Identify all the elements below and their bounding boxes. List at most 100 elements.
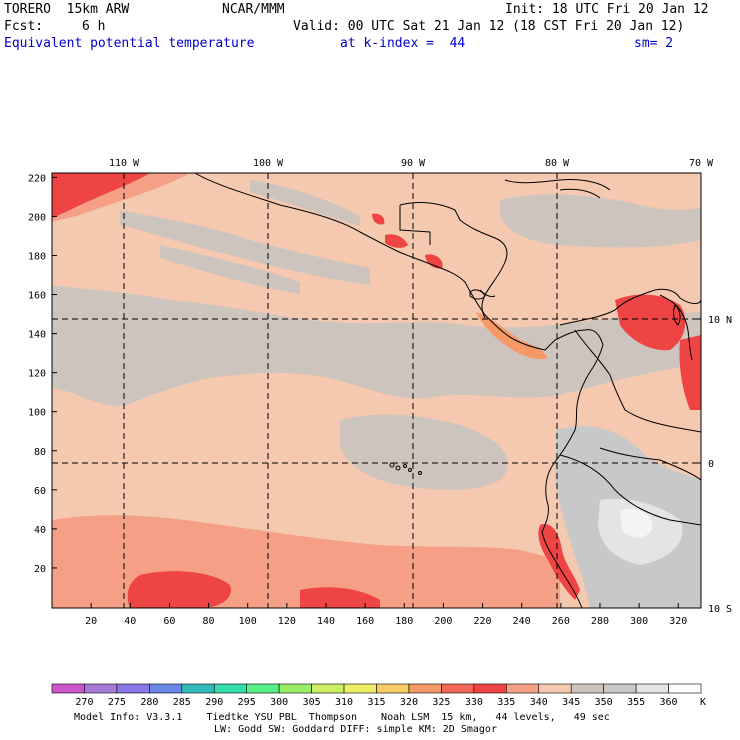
colorbar-swatch <box>116 683 150 694</box>
colorbar-swatch <box>84 683 118 694</box>
border-colombia <box>574 329 701 433</box>
colorbar-label: 290 <box>205 697 223 708</box>
right-latitude-labels: 10 N 0 10 S <box>696 315 732 615</box>
longitude-label: 100 W <box>253 158 284 169</box>
x-tick-label: 200 <box>434 616 452 627</box>
border-venezuela <box>659 294 693 361</box>
lake-maracaibo <box>673 304 681 326</box>
colorbar-label: 295 <box>238 697 256 708</box>
red-patch-mexico <box>385 234 408 248</box>
theta-e-field <box>52 173 701 608</box>
center-name: NCAR/MMM <box>222 2 285 17</box>
white-patch <box>620 508 653 538</box>
y-tick-label: 180 <box>28 251 46 262</box>
x-tick-label: 160 <box>356 616 374 627</box>
colorbar-label: 340 <box>530 697 548 708</box>
longitude-label: 70 W <box>689 158 714 169</box>
x-tick-label: 140 <box>317 616 335 627</box>
y-tick-label: 100 <box>28 408 46 419</box>
colorbar-swatch <box>51 683 85 694</box>
x-axis-ticks: 20 40 60 80 100 120 140 160 180 200 220 240 260 280 30… <box>85 603 687 627</box>
colorbar-label: 285 <box>173 697 191 708</box>
plot-frame <box>51 172 702 609</box>
colorbar-label: 300 <box>270 697 288 708</box>
colorbar: 270 275 280 285 290 295 300 305 310 315 320 325 330 3… <box>51 683 706 708</box>
red-patch-venezuela <box>679 335 701 410</box>
x-tick-label: 220 <box>474 616 492 627</box>
colorbar-swatch <box>278 683 312 694</box>
colorbar-swatch <box>181 683 215 694</box>
longitude-label: 110 W <box>109 158 140 169</box>
y-tick-label: 20 <box>34 564 46 575</box>
x-tick-label: 120 <box>278 616 296 627</box>
colorbar-swatch <box>441 683 475 694</box>
border-peru-north <box>599 447 701 481</box>
longitude-label: 80 W <box>545 158 570 169</box>
gray-streak <box>120 210 370 285</box>
init-time: Init: 18 UTC Fri 20 Jan 12 <box>505 2 709 17</box>
colombia-caribbean-coast <box>559 288 701 326</box>
colorbar-swatch <box>149 683 183 694</box>
colorbar-swatch <box>538 683 572 694</box>
colorbar-label: 325 <box>432 697 450 708</box>
valid-time: Valid: 00 UTC Sat 21 Jan 12 (18 CST Fri … <box>293 19 685 34</box>
x-tick-label: 100 <box>239 616 257 627</box>
lake-nicaragua <box>469 289 486 300</box>
colorbar-swatch <box>603 683 637 694</box>
colorbar-label: 345 <box>562 697 580 708</box>
y-tick-label: 220 <box>28 173 46 184</box>
x-tick-label: 80 <box>203 616 215 627</box>
y-tick-label: 120 <box>28 369 46 380</box>
cuba-coast <box>504 179 611 191</box>
y-axis-ticks: 20 40 60 80 100 120 140 160 180 200 220 <box>28 173 57 575</box>
colorbar-label: 305 <box>303 697 321 708</box>
red-patch-colombia <box>615 294 686 351</box>
x-tick-label: 260 <box>552 616 570 627</box>
y-tick-label: 60 <box>34 486 46 497</box>
jamaica-coast <box>559 188 601 199</box>
colorbar-swatch <box>408 683 442 694</box>
gray-streak <box>160 245 300 294</box>
colorbar-swatch <box>311 683 345 694</box>
colorbar-swatch <box>246 683 280 694</box>
field-name: Equivalent potential temperature <box>4 36 255 51</box>
colorbar-label: 310 <box>335 697 353 708</box>
colorbar-label: 360 <box>660 697 678 708</box>
forecast-hour: 6 h <box>82 19 106 34</box>
colorbar-label: 280 <box>140 697 158 708</box>
x-tick-label: 180 <box>395 616 413 627</box>
red-patch-mexico <box>372 213 385 225</box>
gray-patch-northeast <box>500 194 701 248</box>
colorbar-swatch <box>213 683 248 694</box>
colorbar-label: 275 <box>108 697 126 708</box>
red-patch-southwest <box>127 571 231 608</box>
x-tick-label: 20 <box>85 616 97 627</box>
x-tick-label: 240 <box>513 616 531 627</box>
border-peru-brazil <box>559 454 701 526</box>
level-info: at k-index = 44 <box>340 36 466 51</box>
physics-info-line: LW: Godd SW: Goddard DIFF: simple KM: 2D… <box>214 724 497 735</box>
model-name: TORERO 15km ARW <box>4 2 130 17</box>
colorbar-swatch <box>635 683 669 694</box>
red-patch-northwest <box>52 173 150 218</box>
colorbar-label: 330 <box>465 697 483 708</box>
colorbar-swatch <box>570 683 604 694</box>
y-tick-label: 160 <box>28 291 46 302</box>
x-tick-label: 60 <box>163 616 175 627</box>
longitude-label: 90 W <box>401 158 426 169</box>
colorbar-swatch <box>505 683 540 694</box>
y-tick-label: 80 <box>34 447 46 458</box>
red-patch-south <box>300 587 380 608</box>
pacific-coastline <box>194 173 604 608</box>
gray-patch-galapagos <box>340 414 508 490</box>
latitude-label: 10 N <box>708 315 732 326</box>
red-patch-honduras <box>425 254 443 269</box>
y-tick-label: 40 <box>34 525 46 536</box>
red-strip-peru <box>538 524 580 600</box>
colorbar-swatch <box>376 683 410 694</box>
gray-band <box>52 285 701 406</box>
forecast-label: Fcst: <box>4 19 44 34</box>
colorbar-label: 270 <box>75 697 93 708</box>
latitude-label: 0 <box>708 459 714 470</box>
